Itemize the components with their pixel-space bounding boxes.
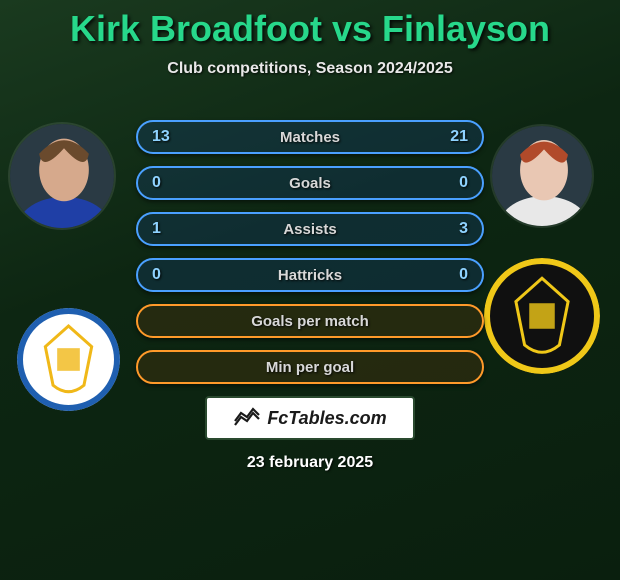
player-left-avatar [8,122,116,230]
club-right-badge [484,258,600,374]
stat-label: Goals [289,175,331,192]
stat-value-right: 0 [459,174,468,192]
club-left-badge [17,308,120,411]
page-subtitle: Club competitions, Season 2024/2025 [0,60,620,78]
stat-label: Min per goal [266,359,354,376]
stat-value-right: 0 [459,266,468,284]
footer-date: 23 february 2025 [0,454,620,472]
chart-icon [233,407,261,429]
stat-label: Matches [280,129,340,146]
stat-row: Goals per match [136,304,484,338]
player-right-avatar [490,124,594,228]
stat-value-left: 0 [152,266,161,284]
stats-panel: 13 Matches 21 0 Goals 0 1 Assists 3 0 Ha… [136,120,484,396]
page-title: Kirk Broadfoot vs Finlayson [0,0,620,50]
stat-row: Min per goal [136,350,484,384]
stat-label: Goals per match [251,313,369,330]
stat-value-left: 1 [152,220,161,238]
stat-value-right: 3 [459,220,468,238]
stat-value-right: 21 [450,128,468,146]
stat-row: 13 Matches 21 [136,120,484,154]
stat-value-left: 13 [152,128,170,146]
stat-row: 0 Hattricks 0 [136,258,484,292]
stat-row: 1 Assists 3 [136,212,484,246]
stat-label: Assists [283,221,336,238]
fctables-brand-box: FcTables.com [205,396,415,440]
stat-label: Hattricks [278,267,342,284]
stat-row: 0 Goals 0 [136,166,484,200]
fctables-brand-text: FcTables.com [267,408,386,429]
stat-value-left: 0 [152,174,161,192]
